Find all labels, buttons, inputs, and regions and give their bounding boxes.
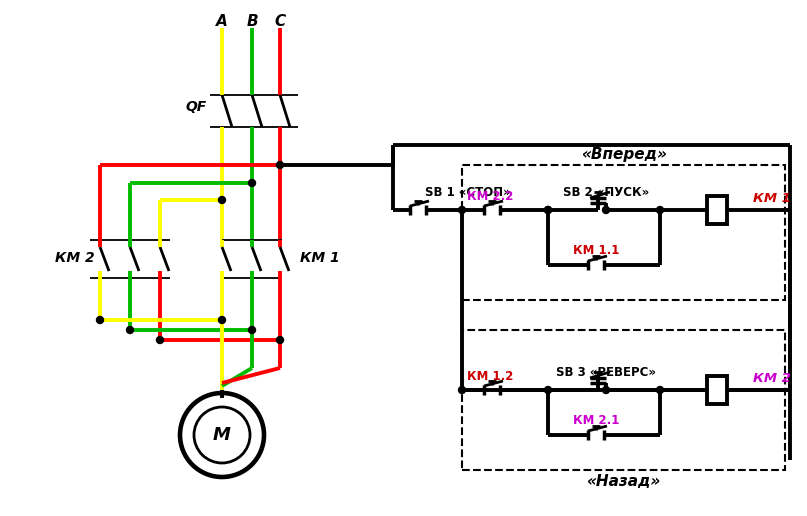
Circle shape [157, 336, 164, 344]
Circle shape [249, 327, 256, 333]
Text: SB 3 «РЕВЕРС»: SB 3 «РЕВЕРС» [556, 366, 656, 379]
Circle shape [545, 206, 551, 214]
Circle shape [458, 386, 466, 394]
Text: QF: QF [185, 100, 207, 114]
Text: A: A [216, 14, 228, 29]
Circle shape [458, 206, 466, 214]
Circle shape [603, 386, 609, 394]
Text: C: C [274, 14, 286, 29]
Text: КМ 2.1: КМ 2.1 [573, 414, 619, 427]
Circle shape [657, 386, 663, 394]
Text: «Назад»: «Назад» [587, 475, 661, 490]
Circle shape [545, 206, 551, 214]
Circle shape [545, 386, 551, 394]
Text: SB 1 «СТОП»: SB 1 «СТОП» [425, 185, 511, 199]
Circle shape [127, 327, 133, 333]
Text: М: М [213, 426, 231, 444]
Bar [462, 165, 785, 300]
Text: КМ 1.2: КМ 1.2 [466, 369, 513, 382]
Circle shape [219, 197, 225, 203]
Circle shape [277, 336, 283, 344]
Circle shape [97, 316, 103, 324]
Bar [707, 376, 727, 404]
Circle shape [249, 180, 256, 186]
Text: КМ 1.1: КМ 1.1 [573, 245, 619, 257]
Text: КМ 2: КМ 2 [55, 251, 94, 265]
Bar [707, 196, 727, 224]
Circle shape [657, 206, 663, 214]
Circle shape [277, 162, 283, 169]
Text: КМ 1: КМ 1 [753, 191, 791, 204]
Text: B: B [246, 14, 257, 29]
Text: SB 2 «ПУСК»: SB 2 «ПУСК» [562, 186, 649, 200]
Bar [462, 330, 785, 470]
Text: КМ 1: КМ 1 [300, 251, 340, 265]
Text: КМ 2: КМ 2 [753, 372, 791, 384]
Circle shape [219, 316, 225, 324]
Circle shape [603, 206, 609, 214]
Text: КМ 2.2: КМ 2.2 [466, 189, 513, 202]
Text: «Вперед»: «Вперед» [580, 148, 667, 163]
